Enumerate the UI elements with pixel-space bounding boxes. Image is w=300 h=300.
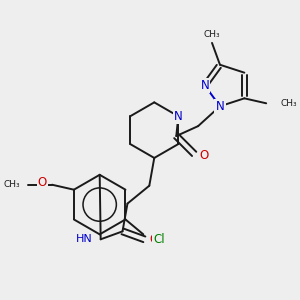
Text: O: O — [200, 149, 209, 162]
Text: N: N — [200, 79, 209, 92]
Text: CH₃: CH₃ — [204, 31, 220, 40]
Text: O: O — [150, 233, 159, 246]
Text: CH₃: CH₃ — [4, 180, 20, 189]
Text: Cl: Cl — [153, 233, 165, 246]
Text: O: O — [38, 176, 47, 189]
Text: N: N — [174, 110, 183, 123]
Text: HN: HN — [76, 234, 93, 244]
Text: N: N — [216, 100, 224, 113]
Text: CH₃: CH₃ — [280, 99, 297, 108]
